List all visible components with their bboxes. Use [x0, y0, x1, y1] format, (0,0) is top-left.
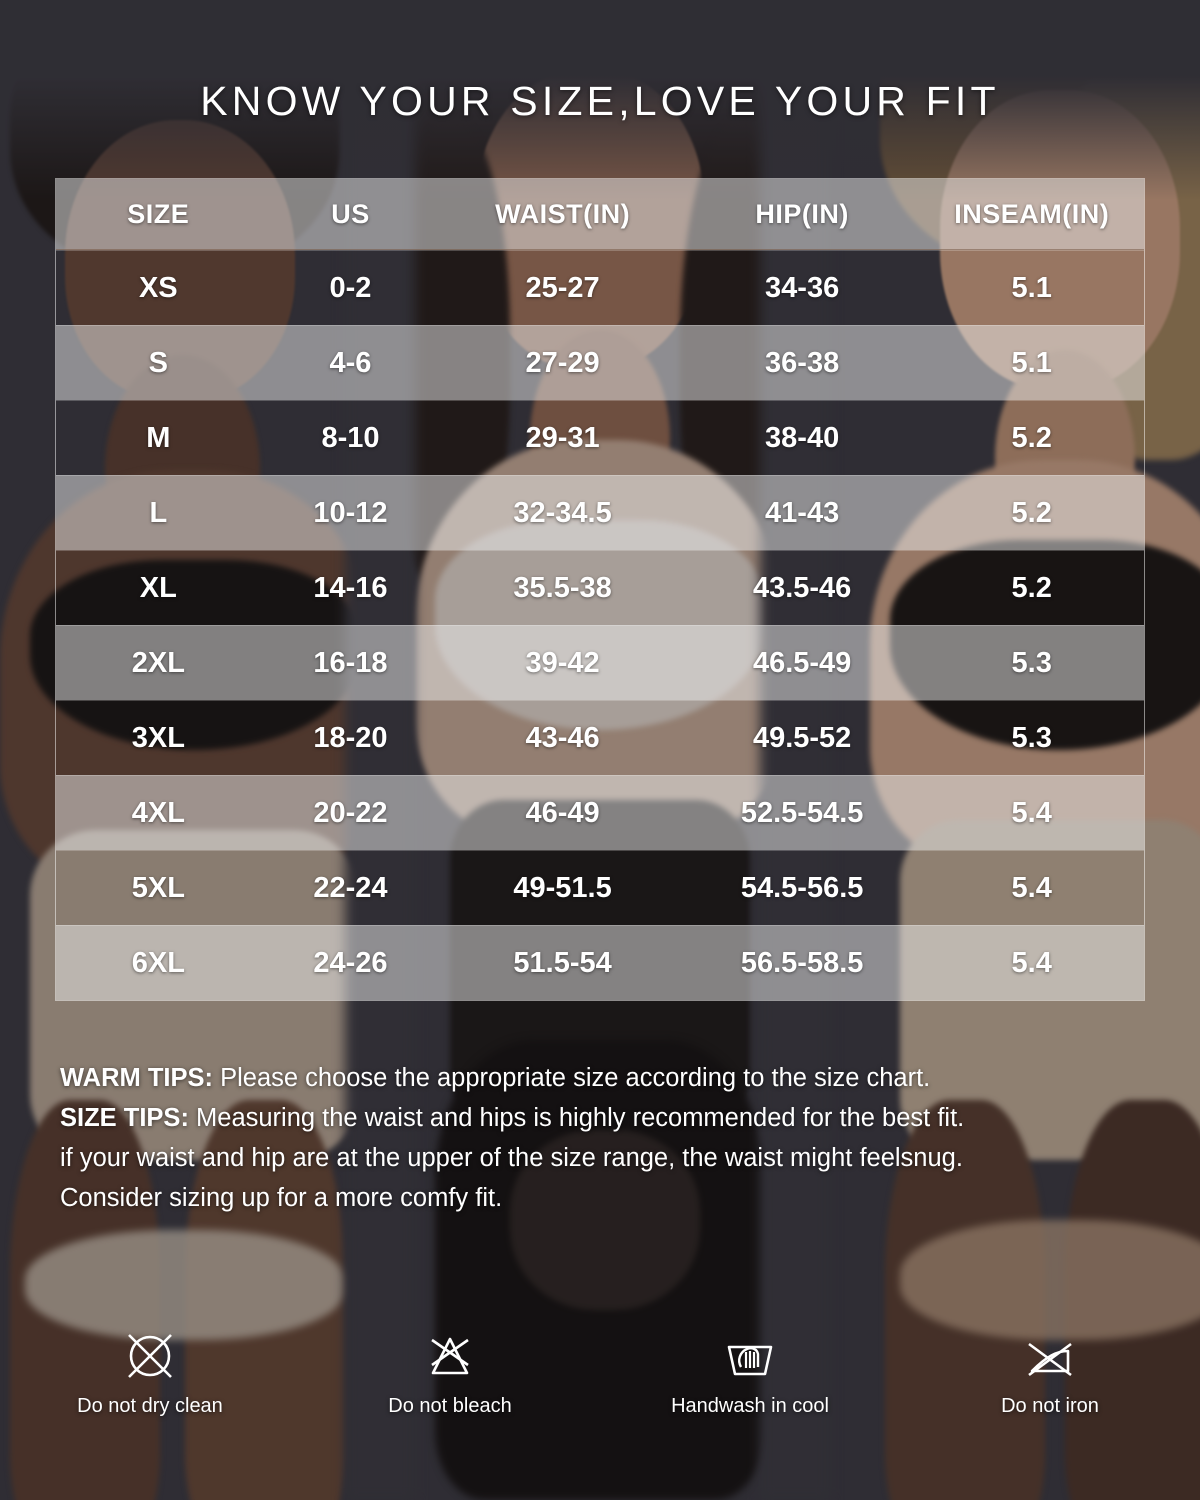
- cell-us: 14-16: [313, 571, 388, 604]
- cell-inseam: 5.2: [1011, 421, 1052, 454]
- cell-hip: 46.5-49: [752, 646, 852, 679]
- table-row: S 4-6 27-29 36-38 5.1: [56, 325, 1144, 400]
- cell-us: 20-22: [313, 796, 388, 829]
- do-not-iron-icon: [1021, 1325, 1079, 1387]
- column-header-hip: HIP(IN): [755, 198, 849, 229]
- size-tips-line: SIZE TIPS: Measuring the waist and hips …: [60, 1098, 1150, 1138]
- size-chart-table: SIZE US WAIST(IN) HIP(IN) INSEAM(IN) XS …: [55, 178, 1145, 1001]
- cell-size: XS: [138, 271, 178, 304]
- column-header-inseam: INSEAM(IN): [954, 198, 1110, 229]
- cell-hip: 36-38: [765, 346, 840, 379]
- cell-inseam: 5.3: [1011, 721, 1052, 754]
- cell-us: 4-6: [329, 346, 372, 379]
- table-row: XL 14-16 35.5-38 43.5-46 5.2: [56, 550, 1144, 625]
- table-row: L 10-12 32-34.5 41-43 5.2: [56, 475, 1144, 550]
- tips-line-3: if your waist and hip are at the upper o…: [60, 1144, 963, 1172]
- cell-waist: 29-31: [525, 421, 600, 454]
- cell-waist: 46-49: [525, 796, 600, 829]
- cell-inseam: 5.4: [1011, 871, 1052, 904]
- table-row: 6XL 24-26 51.5-54 56.5-58.5 5.4: [56, 925, 1144, 1000]
- cell-inseam: 5.4: [1011, 946, 1052, 979]
- care-item-dry-clean: Do not dry clean: [0, 1325, 300, 1418]
- column-header-waist: WAIST(IN): [495, 198, 631, 229]
- care-item-bleach: Do not bleach: [300, 1325, 600, 1418]
- cell-waist: 43-46: [525, 721, 600, 754]
- cell-size: 3XL: [131, 721, 185, 754]
- cell-hip: 56.5-58.5: [740, 946, 864, 979]
- cell-hip: 52.5-54.5: [740, 796, 864, 829]
- cell-waist: 49-51.5: [513, 871, 612, 904]
- cell-hip: 38-40: [765, 421, 840, 454]
- cell-inseam: 5.2: [1011, 571, 1052, 604]
- table-header-row: SIZE US WAIST(IN) HIP(IN) INSEAM(IN): [56, 179, 1144, 250]
- cell-hip: 34-36: [765, 271, 840, 304]
- column-header-us: US: [331, 198, 370, 229]
- cell-inseam: 5.4: [1011, 796, 1052, 829]
- cell-waist: 35.5-38: [513, 571, 612, 604]
- table-row: 4XL 20-22 46-49 52.5-54.5 5.4: [56, 775, 1144, 850]
- cell-hip: 54.5-56.5: [740, 871, 864, 904]
- cell-hip: 49.5-52: [752, 721, 852, 754]
- column-header-size: SIZE: [127, 198, 190, 229]
- size-tips-label: SIZE TIPS:: [60, 1104, 189, 1132]
- cell-us: 22-24: [313, 871, 388, 904]
- size-tips-text: Measuring the waist and hips is highly r…: [188, 1104, 965, 1132]
- warm-tips-text: Please choose the appropriate size accor…: [213, 1064, 931, 1092]
- cell-size: 2XL: [131, 646, 185, 679]
- warm-tips-line: WARM TIPS: Please choose the appropriate…: [60, 1058, 1150, 1098]
- table-row: 5XL 22-24 49-51.5 54.5-56.5 5.4: [56, 850, 1144, 925]
- table-row: 3XL 18-20 43-46 49.5-52 5.3: [56, 700, 1144, 775]
- do-not-dry-clean-icon: [121, 1325, 179, 1387]
- cell-size: XL: [139, 571, 177, 604]
- cell-size: 4XL: [131, 796, 185, 829]
- care-label: Handwash in cool: [671, 1395, 829, 1417]
- cell-inseam: 5.3: [1011, 646, 1052, 679]
- cell-us: 18-20: [313, 721, 388, 754]
- cell-hip: 41-43: [765, 496, 840, 529]
- cell-us: 24-26: [313, 946, 388, 979]
- cell-waist: 39-42: [525, 646, 600, 679]
- table-row: M 8-10 29-31 38-40 5.2: [56, 400, 1144, 475]
- cell-waist: 32-34.5: [513, 496, 612, 529]
- cell-inseam: 5.1: [1011, 271, 1052, 304]
- cell-us: 8-10: [321, 421, 380, 454]
- care-item-iron: Do not iron: [900, 1325, 1200, 1418]
- cell-size: L: [149, 496, 168, 529]
- cell-size: M: [146, 421, 171, 454]
- tips-line-4: Consider sizing up for a more comfy fit.: [60, 1184, 503, 1212]
- do-not-bleach-icon: [421, 1325, 479, 1387]
- table-row: XS 0-2 25-27 34-36 5.1: [56, 250, 1144, 325]
- page-title: KNOW YOUR SIZE,LOVE YOUR FIT: [200, 78, 1000, 124]
- cell-size: S: [148, 346, 168, 379]
- cell-size: 6XL: [131, 946, 185, 979]
- care-label: Do not iron: [1001, 1395, 1099, 1417]
- cell-us: 0-2: [329, 271, 372, 304]
- cell-us: 10-12: [313, 496, 388, 529]
- care-item-handwash: Handwash in cool: [600, 1325, 900, 1418]
- cell-inseam: 5.2: [1011, 496, 1052, 529]
- table-row: 2XL 16-18 39-42 46.5-49 5.3: [56, 625, 1144, 700]
- cell-inseam: 5.1: [1011, 346, 1052, 379]
- cell-us: 16-18: [313, 646, 388, 679]
- handwash-icon: [721, 1325, 779, 1387]
- care-instructions: Do not dry clean Do not bleach: [0, 1325, 1200, 1418]
- cell-waist: 25-27: [525, 271, 600, 304]
- care-label: Do not dry clean: [77, 1395, 223, 1417]
- cell-waist: 51.5-54: [513, 946, 612, 979]
- cell-size: 5XL: [131, 871, 185, 904]
- warm-tips-label: WARM TIPS:: [60, 1064, 213, 1092]
- cell-waist: 27-29: [525, 346, 600, 379]
- care-label: Do not bleach: [388, 1395, 512, 1417]
- tips-block: WARM TIPS: Please choose the appropriate…: [60, 1058, 1150, 1218]
- cell-hip: 43.5-46: [752, 571, 852, 604]
